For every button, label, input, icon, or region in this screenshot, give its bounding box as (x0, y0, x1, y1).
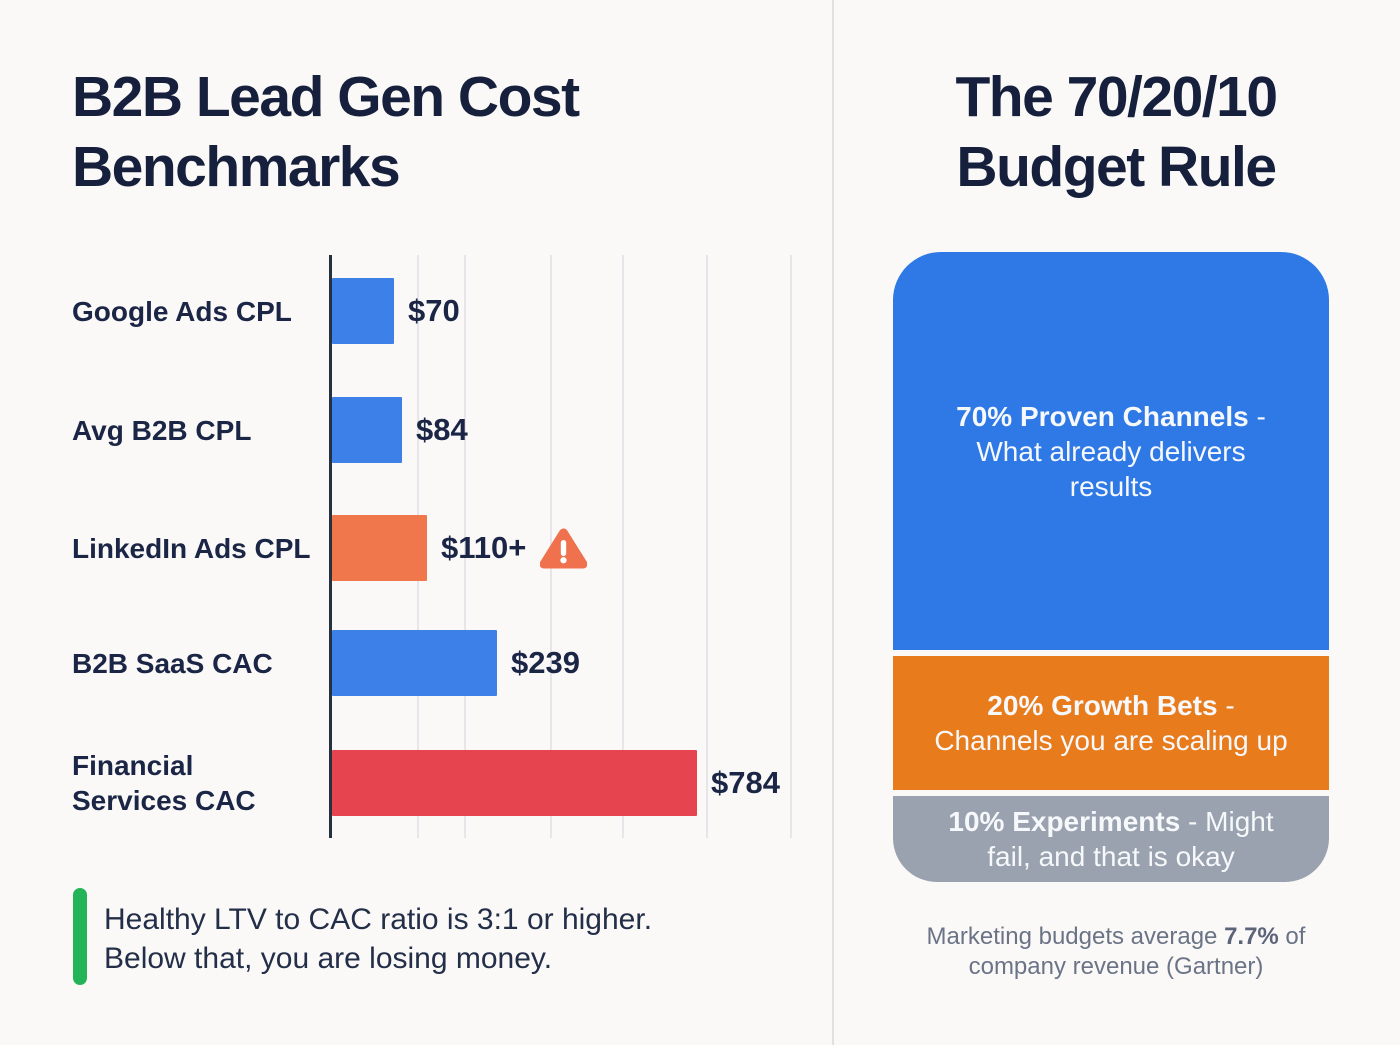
gridline (706, 255, 708, 838)
category-label: Google Ads CPL (72, 295, 292, 327)
budget-block-text: 20% Growth Bets - Channels you are scalin… (934, 690, 1288, 756)
budget-block-growth-bets: 20% Growth Bets - Channels you are scalin… (893, 656, 1329, 790)
bar (332, 278, 394, 344)
chart-axis (329, 255, 332, 838)
left-title-line1: B2B Lead Gen Cost (72, 65, 580, 129)
bar-row-b2b-saas-cac: B2B SaaS CAC $239 (72, 630, 817, 696)
category-label: LinkedIn Ads CPL (72, 532, 311, 564)
category-label: Avg B2B CPL (72, 414, 252, 446)
note-line2: Below that, you are losing money. (104, 942, 553, 975)
right-title-line1: The 70/20/10 (955, 65, 1278, 129)
bar (332, 397, 402, 463)
bar-row-avg-b2b-cpl: Avg B2B CPL $84 (72, 397, 817, 463)
gridline (622, 255, 624, 838)
value-label: $110+ (441, 530, 527, 565)
note-line1: Healthy LTV to CAC ratio is 3:1 or highe… (104, 903, 653, 936)
bar (332, 630, 497, 696)
left-title-line2: Benchmarks (72, 135, 401, 199)
budget-block-proven-channels: 70% Proven Channels - What already delive… (893, 252, 1329, 650)
warning-icon (540, 527, 588, 569)
bar-row-google-ads-cpl: Google Ads CPL $70 (72, 278, 817, 344)
category-label: B2B SaaS CAC (72, 647, 273, 679)
bar-row-financial-services-cac: Financial Services CAC $784 (72, 750, 817, 816)
bar (332, 515, 427, 581)
budget-block-text: 70% Proven Channels - What already delive… (956, 400, 1266, 502)
budget-block-experiments: 10% Experiments - Might fail, and that is… (893, 796, 1329, 882)
note-accent-bar (73, 888, 87, 985)
left-title: B2B Lead Gen Cost Benchmarks (72, 62, 712, 202)
panel-divider (832, 0, 834, 1045)
footnote-line1: Marketing budgets average 7.7% of (926, 923, 1306, 950)
budget-block-text: 10% Experiments - Might fail, and that is… (948, 806, 1274, 872)
category-label: Financial Services CAC (72, 750, 256, 816)
note-text: Healthy LTV to CAC ratio is 3:1 or highe… (104, 900, 784, 978)
bar-chart: Google Ads CPL $70 Avg B2B CPL $84 Linke… (72, 255, 817, 838)
footnote-line2: company revenue (Gartner) (968, 953, 1264, 980)
value-label: $70 (408, 293, 460, 328)
value-label: $784 (711, 765, 780, 800)
value-label: $239 (511, 645, 580, 680)
bar-row-linkedin-ads-cpl: LinkedIn Ads CPL $110+ (72, 515, 817, 581)
gridline (790, 255, 792, 838)
right-title: The 70/20/10 Budget Rule (843, 62, 1389, 202)
bar (332, 750, 697, 816)
right-title-line2: Budget Rule (956, 135, 1277, 199)
footnote: Marketing budgets average 7.7% of compan… (843, 922, 1389, 982)
value-label: $84 (416, 412, 468, 447)
gridline (464, 255, 466, 838)
